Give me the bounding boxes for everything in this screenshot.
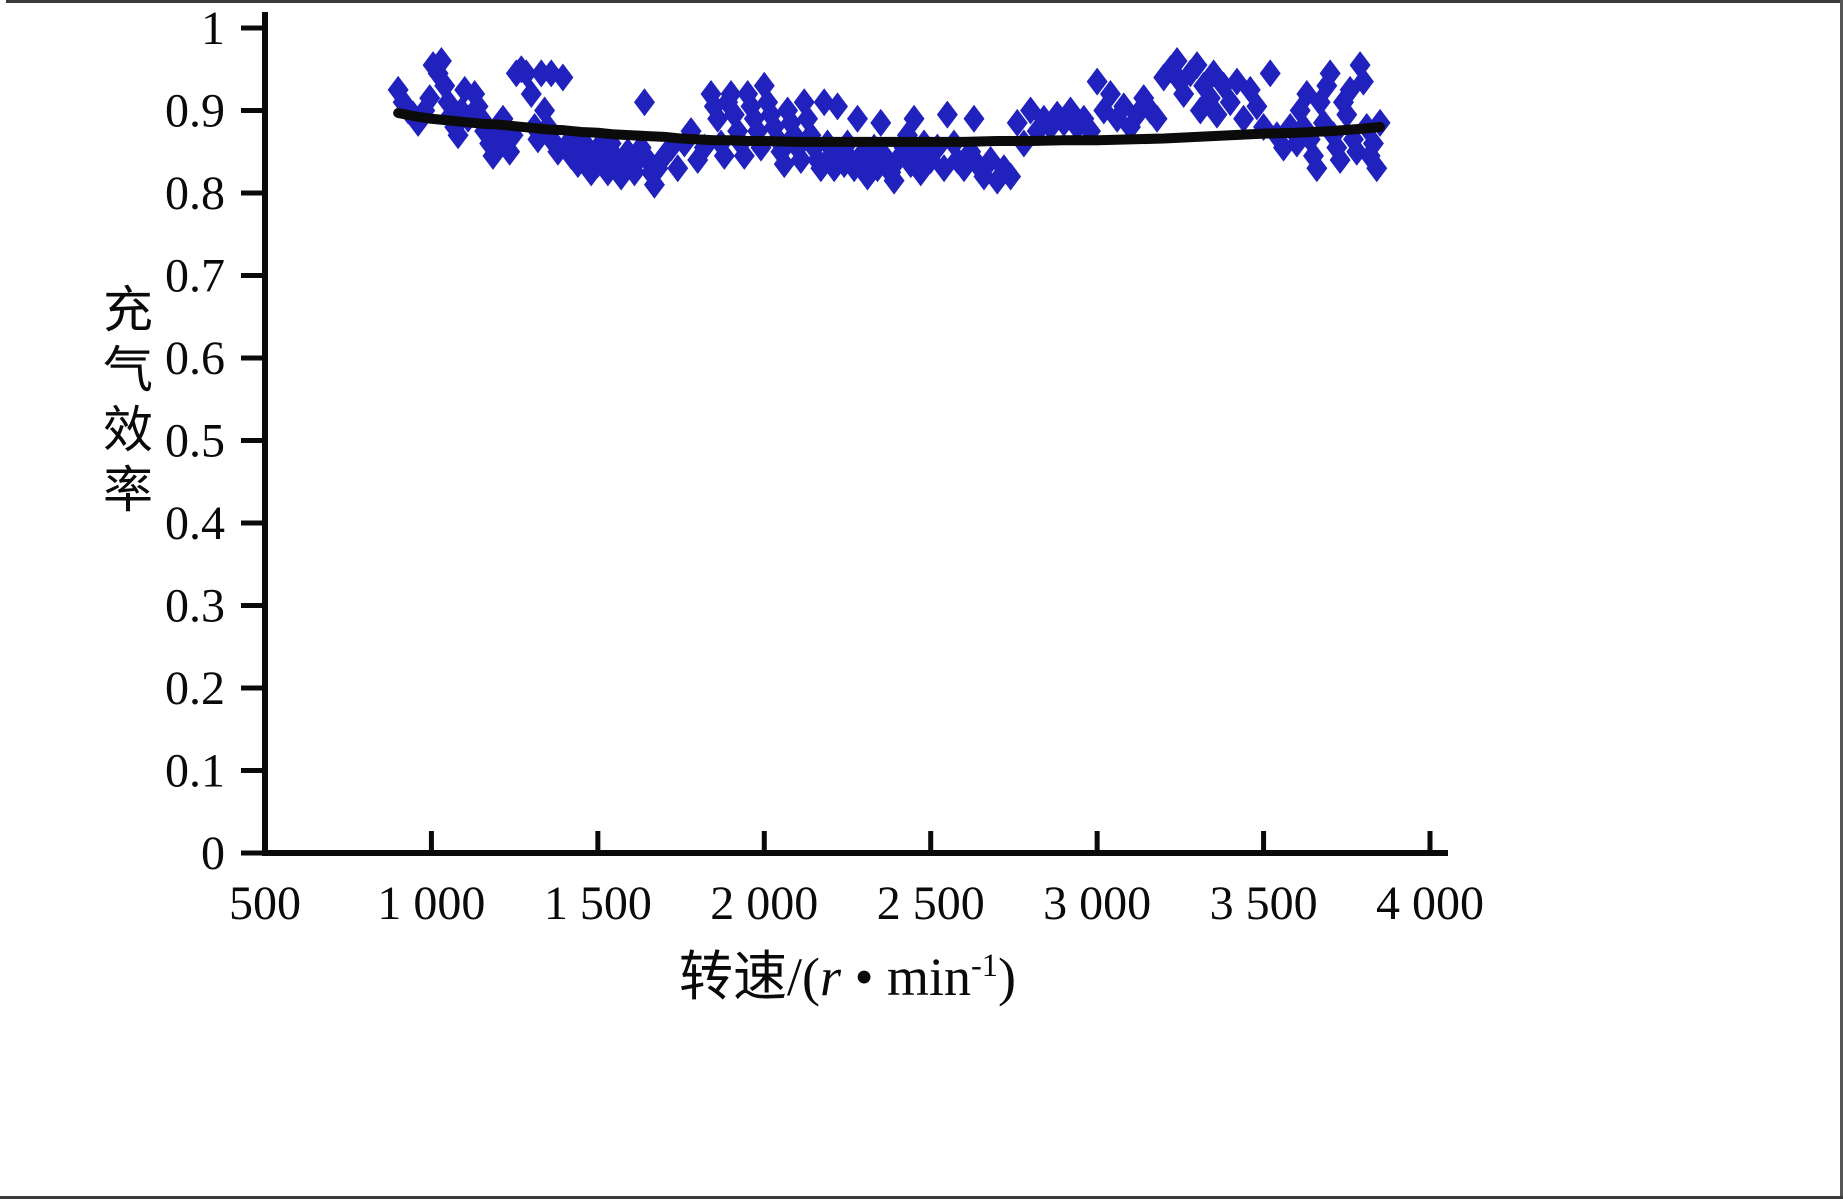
scatter-point <box>1246 92 1268 121</box>
scatter-point <box>633 88 655 117</box>
y-tick-label: 0.9 <box>165 85 225 138</box>
scatter-point <box>846 104 868 133</box>
x-tick-label: 500 <box>229 877 301 930</box>
scatter-point <box>1173 80 1195 108</box>
scatter-point <box>733 141 755 170</box>
y-tick-label: 0.4 <box>165 497 225 550</box>
scatter-point <box>1336 100 1358 129</box>
scatter-point <box>1329 146 1351 174</box>
x-tick-label: 1 500 <box>544 877 652 930</box>
y-tick-label: 1 <box>201 2 225 55</box>
scatter-point <box>552 63 574 92</box>
y-tick-label: 0.6 <box>165 332 225 385</box>
scatter-point <box>667 154 689 183</box>
scatter-point <box>827 92 849 121</box>
scatter-point <box>419 84 441 113</box>
scatter-point <box>903 104 925 133</box>
scatter-point <box>963 104 985 133</box>
scatter-point <box>520 80 542 108</box>
scatter-point <box>713 141 735 170</box>
scatter-point <box>1233 104 1255 133</box>
x-tick-label: 3 000 <box>1043 877 1151 930</box>
x-axis-label: 转速/(r • min-1) <box>265 932 1430 1011</box>
scatter-point <box>1000 162 1022 191</box>
scatter-point <box>1319 59 1341 88</box>
x-tick-label: 3 500 <box>1210 877 1318 930</box>
scatter-point <box>1206 100 1228 129</box>
scatter-point <box>790 146 812 174</box>
scatter-point <box>1186 51 1208 80</box>
scatter-point <box>1099 80 1121 108</box>
y-tick-label: 0 <box>201 827 225 880</box>
y-tick-label: 0.5 <box>165 415 225 468</box>
fit-line <box>393 107 1386 147</box>
scatter-point <box>870 108 892 137</box>
scatter-point <box>1306 154 1328 183</box>
scatter-point <box>430 47 452 75</box>
x-axis-label-variable: r <box>820 947 842 1007</box>
y-tick-label: 0.7 <box>165 250 225 303</box>
scatter-point <box>773 150 795 179</box>
x-axis-label-exponent: -1 <box>970 948 998 984</box>
scatter-point <box>447 121 469 150</box>
scatter-point <box>1146 104 1168 133</box>
scatter-point <box>883 166 905 195</box>
y-tick-label: 0.3 <box>165 580 225 633</box>
scan-edge-top <box>6 0 1843 3</box>
x-tick-label: 2 500 <box>877 877 985 930</box>
scatter-point <box>1362 129 1384 158</box>
y-tick-label: 0.2 <box>165 662 225 715</box>
scatter-point <box>1166 47 1188 75</box>
scatter-point <box>936 100 958 129</box>
scatter-point <box>1352 67 1374 96</box>
x-tick-label: 1 000 <box>377 877 485 930</box>
x-axis-label-prefix: 转速/( <box>679 947 821 1007</box>
scatter-point <box>1086 67 1108 96</box>
x-axis-label-dot: • <box>841 947 887 1007</box>
y-tick-label: 0.1 <box>165 745 225 798</box>
y-tick-label: 0.8 <box>165 167 225 220</box>
scatter-point <box>720 80 742 108</box>
scan-edge-bottom <box>0 1196 1843 1199</box>
scatter-point <box>707 104 729 133</box>
y-axis-label: 充气效率 <box>96 283 152 523</box>
scatter-point <box>499 137 521 166</box>
scatter-point <box>1006 108 1028 137</box>
scatter-point <box>1259 59 1281 88</box>
x-tick-label: 4 000 <box>1376 877 1484 930</box>
scatter-point <box>1219 88 1241 117</box>
x-axis-label-unit: min <box>886 947 971 1007</box>
scan-edge-right <box>1840 0 1843 1199</box>
x-tick-label: 2 000 <box>710 877 818 930</box>
x-axis-label-suffix: ) <box>997 947 1016 1007</box>
scatter-point <box>1366 154 1388 183</box>
